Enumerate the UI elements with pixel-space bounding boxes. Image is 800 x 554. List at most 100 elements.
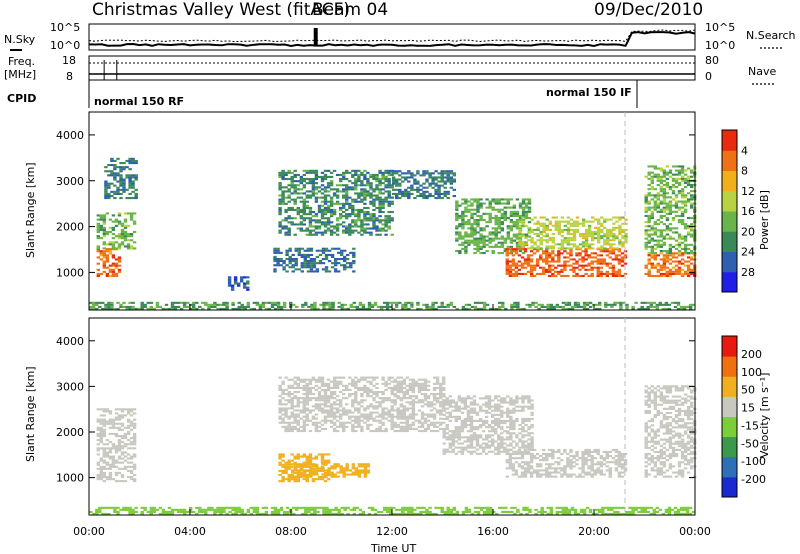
data-cell-band-9 xyxy=(581,224,586,227)
data-cell-band-7 xyxy=(476,219,480,222)
data-cell-band-3 xyxy=(323,421,328,424)
data-cell-band-7 xyxy=(491,200,495,203)
data-cell-band-9 xyxy=(621,216,625,219)
data-cell-band-2 xyxy=(333,467,337,470)
data-cell-band-5 xyxy=(360,192,364,195)
data-cell-band-2 xyxy=(128,186,132,189)
data-cell-band-5 xyxy=(345,192,349,195)
data-cell-band-5 xyxy=(345,208,349,211)
data-cell-band-5 xyxy=(332,202,337,205)
data-cell-band-0 xyxy=(105,260,110,263)
data-cell-band-3 xyxy=(287,421,291,424)
data-cell-band-4 xyxy=(506,419,510,422)
data-cell-band-4 xyxy=(491,438,495,441)
data-cell-band-2 xyxy=(131,157,135,160)
data-cell-band-4 xyxy=(466,446,471,449)
data-cell-band-7 xyxy=(461,202,465,205)
data-cell-band-3 xyxy=(417,421,422,424)
data-cell-band-8 xyxy=(539,258,543,261)
data-cell-band-12 xyxy=(585,301,590,304)
data-cell-band-3 xyxy=(296,376,300,379)
data-cell-band-11 xyxy=(647,200,651,203)
data-cell-band-12 xyxy=(661,303,666,306)
data-cell-band-5 xyxy=(311,178,316,181)
data-cell-band-4 xyxy=(472,434,477,437)
data-cell-band-8 xyxy=(560,268,564,271)
data-cell-band-8 xyxy=(623,272,628,275)
data-cell-band-9 xyxy=(572,228,577,231)
data-cell-band-5 xyxy=(323,175,328,178)
data-cell-band-12 xyxy=(385,301,390,304)
data-cell-band-5 xyxy=(375,188,379,191)
data-cell-band-9 xyxy=(600,237,604,240)
data-cell-band-0 xyxy=(117,467,122,470)
data-cell-band-5 xyxy=(302,192,306,195)
data-cell-band-12 xyxy=(361,305,366,308)
data-cell-band-9 xyxy=(618,230,622,233)
data-cell-band-9 xyxy=(591,239,595,242)
data-cell-band-5 xyxy=(354,182,358,185)
data-cell-band-3 xyxy=(305,399,309,402)
data-cell-band-12 xyxy=(95,307,99,310)
data-cell-band-3 xyxy=(408,403,413,406)
data-cell-band-4 xyxy=(497,407,501,410)
data-cell-band-4 xyxy=(454,440,458,443)
data-cell-band-12 xyxy=(688,305,693,308)
data-cell-band-8 xyxy=(526,258,531,261)
data-cell-band-4 xyxy=(503,422,507,425)
data-cell-band-8 xyxy=(599,266,603,269)
data-cell-band-3 xyxy=(278,395,282,398)
data-cell-band-12 xyxy=(661,307,666,310)
data-cell-band-9 xyxy=(581,245,586,248)
data-cell-band-5 xyxy=(320,221,325,224)
data-cell-band-9 xyxy=(539,237,543,240)
data-cell-band-8 xyxy=(575,266,579,269)
data-cell-band-8 xyxy=(617,270,622,273)
data-cell-band-1 xyxy=(287,476,291,479)
data-cell-band-3 xyxy=(290,403,294,406)
data-cell-band-11 xyxy=(668,235,673,238)
data-cell-band-7 xyxy=(488,241,492,244)
data-cell-band-8 xyxy=(535,260,540,263)
data-cell-band-0 xyxy=(102,480,106,483)
data-cell-band-5 xyxy=(390,200,394,203)
data-cell-band-2 xyxy=(303,471,307,474)
data-cell-band-4 xyxy=(500,419,504,422)
data-cell-band-5 xyxy=(360,190,364,193)
data-cell-band-10 xyxy=(668,268,673,271)
data-cell-band-7 xyxy=(503,214,507,217)
data-cell-band-9 xyxy=(603,218,607,221)
data-cell-band-3 xyxy=(396,409,400,412)
data-cell-band-7 xyxy=(473,212,477,215)
data-cell-band-3 xyxy=(408,397,413,400)
data-cell-band-7 xyxy=(497,208,501,211)
data-cell-band-12 xyxy=(404,303,408,306)
data-cell-band-4 xyxy=(276,262,280,265)
data-cell-band-1 xyxy=(123,226,128,229)
data-cell-band-9 xyxy=(566,230,571,233)
data-cell-band-5 xyxy=(363,196,367,199)
data-cell-band-5 xyxy=(387,182,391,185)
colorbar-swatch-6 xyxy=(722,150,737,171)
data-cell-band-12 xyxy=(107,303,111,306)
data-cell-band-5 xyxy=(317,208,322,211)
data-cell-band-8 xyxy=(569,254,573,257)
data-cell-band-12 xyxy=(255,301,260,304)
data-cell-band-11 xyxy=(650,198,654,201)
data-cell-band-9 xyxy=(591,247,595,250)
data-cell-band-11 xyxy=(677,233,682,236)
data-cell-band-5 xyxy=(287,215,291,218)
data-cell-band-4 xyxy=(294,260,298,263)
data-cell-band-3 xyxy=(335,419,340,422)
data-cell-band-8 xyxy=(529,264,534,267)
data-cell-band-11 xyxy=(653,175,657,178)
data-cell-band-5 xyxy=(293,208,297,211)
data-cell-band-2 xyxy=(345,463,349,466)
data-cell-band-4 xyxy=(463,399,468,402)
data-cell-band-11 xyxy=(662,235,667,238)
data-cell-band-8 xyxy=(520,262,525,265)
data-cell-band-3 xyxy=(435,386,440,389)
data-cell-band-3 xyxy=(305,423,309,426)
data-cell-band-0 xyxy=(102,260,106,263)
data-cell-band-9 xyxy=(521,222,525,225)
